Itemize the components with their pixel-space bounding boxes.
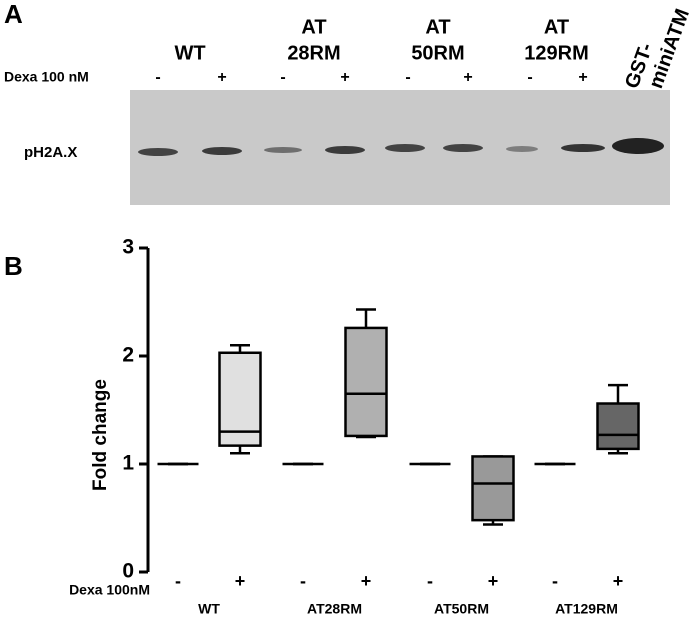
lane-group-label: AT: [301, 16, 326, 38]
box: [218, 351, 262, 447]
lane-group-label: 50RM: [411, 42, 464, 64]
band: [443, 144, 483, 152]
x-tick-label: +: [361, 571, 372, 591]
protein-label: pH2A.X: [24, 144, 77, 161]
panel-label: B: [4, 251, 23, 281]
group-label: AT28RM: [307, 601, 362, 617]
box: [471, 455, 515, 522]
y-axis-label: Fold change: [90, 379, 111, 491]
x-axis-label: Dexa 100nM: [69, 582, 150, 598]
group-label: AT50RM: [434, 601, 489, 617]
band: [138, 148, 178, 156]
x-tick-label: +: [235, 571, 246, 591]
band: [612, 138, 664, 154]
lane-group-label: AT: [544, 16, 569, 38]
lane-group-label: 129RM: [524, 42, 588, 64]
x-tick-label: -: [300, 571, 306, 591]
lane-group-label: WT: [174, 42, 205, 64]
sign-label: +: [340, 69, 349, 86]
sign-label: +: [578, 69, 587, 86]
lane-group-label: AT: [425, 16, 450, 38]
panel-label: A: [4, 0, 23, 29]
band: [325, 146, 365, 154]
sign-label: -: [405, 69, 410, 86]
group-label: WT: [198, 601, 220, 617]
x-tick-label: -: [175, 571, 181, 591]
sign-label: -: [280, 69, 285, 86]
band: [561, 144, 605, 152]
band: [264, 147, 302, 153]
y-tick-label: 0: [122, 560, 134, 583]
sign-label: +: [217, 69, 226, 86]
y-tick-label: 1: [122, 452, 134, 475]
sign-label: +: [463, 69, 472, 86]
sign-label: -: [527, 69, 532, 86]
treatment-label: Dexa 100 nM: [4, 69, 89, 85]
y-tick-label: 2: [122, 344, 134, 367]
band: [202, 147, 242, 155]
x-tick-label: -: [552, 571, 558, 591]
sign-label: -: [155, 69, 160, 86]
band: [506, 146, 538, 152]
x-tick-label: -: [427, 571, 433, 591]
x-tick-label: +: [613, 571, 624, 591]
group-label: AT129RM: [555, 601, 618, 617]
x-tick-label: +: [488, 571, 499, 591]
lane-group-label: 28RM: [287, 42, 340, 64]
box: [344, 326, 388, 438]
y-tick-label: 3: [122, 236, 134, 259]
box: [596, 402, 640, 451]
band: [385, 144, 425, 152]
bands: [138, 138, 664, 156]
